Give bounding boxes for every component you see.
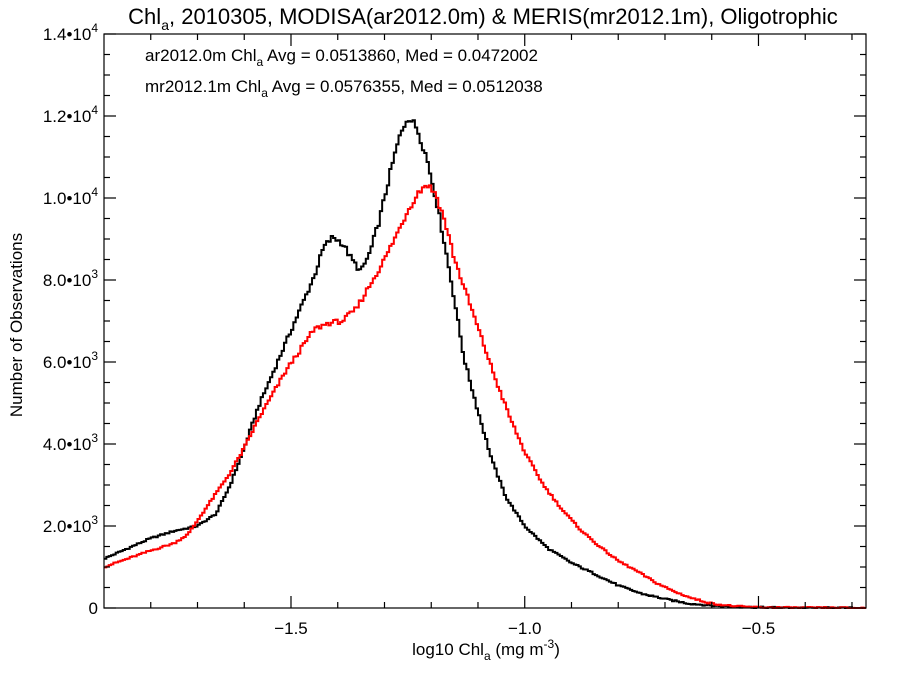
x-tick-label: −0.5	[742, 619, 776, 638]
x-tick-label: −1.0	[508, 619, 542, 638]
legend-1-subscript: a	[261, 86, 268, 100]
plot-frame	[103, 33, 867, 609]
y-tick-label: 1.0•104	[43, 185, 99, 208]
y-tick-label: 8.0•103	[43, 267, 99, 290]
y-tick-label: 6.0•103	[43, 349, 99, 372]
ticks-group: −1.5 −1.0 −0.5 0 2.0•103 4.0•103 6.0•103 8.0•10…	[43, 21, 866, 638]
y-axis-label: Number of Observations	[7, 233, 26, 417]
chart-title-subscript: a	[161, 17, 169, 33]
x-axis-label-subscript: a	[484, 649, 491, 663]
legend-entry-mr2012: mr2012.1m Chla Avg = 0.0576355, Med = 0.…	[145, 77, 543, 100]
y-tick-label: 2.0•103	[43, 513, 99, 536]
legend-0-stats: Avg = 0.0513860, Med = 0.0472002	[263, 46, 538, 65]
y-tick-label: 1.4•104	[43, 21, 99, 44]
chart-title: Chla, 2010305, MODISA(ar2012.0m) & MERIS…	[128, 4, 838, 33]
y-tick-label: 1.2•104	[43, 103, 99, 126]
legend-1-prefix: mr2012.1m Chl	[145, 77, 261, 96]
legend-0-subscript: a	[257, 55, 264, 69]
x-axis-label-unit-suffix: )	[554, 640, 560, 659]
x-axis-label-unit-sup: -3	[544, 637, 555, 651]
chart-title-prefix: Chl	[128, 4, 161, 29]
x-tick-label: −1.5	[274, 619, 308, 638]
legend-0-prefix: ar2012.0m Chl	[145, 46, 257, 65]
x-axis-label: log10 Chla (mg m-3)	[412, 637, 560, 663]
series-line-1	[104, 184, 866, 609]
x-axis-label-unit-prefix: (mg m	[491, 640, 544, 659]
legend-1-stats: Avg = 0.0576355, Med = 0.0512038	[268, 77, 543, 96]
series-line-0	[104, 119, 866, 609]
legend-entry-ar2012: ar2012.0m Chla Avg = 0.0513860, Med = 0.…	[145, 46, 538, 69]
y-tick-label: 4.0•103	[43, 431, 99, 454]
x-axis-label-prefix: log10 Chl	[412, 640, 484, 659]
y-tick-label: 0	[89, 599, 98, 618]
chart-title-rest: , 2010305, MODISA(ar2012.0m) & MERIS(mr2…	[169, 4, 838, 29]
series-group	[104, 119, 866, 609]
